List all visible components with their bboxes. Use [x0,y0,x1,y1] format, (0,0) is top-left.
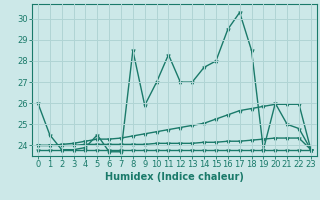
X-axis label: Humidex (Indice chaleur): Humidex (Indice chaleur) [105,172,244,182]
